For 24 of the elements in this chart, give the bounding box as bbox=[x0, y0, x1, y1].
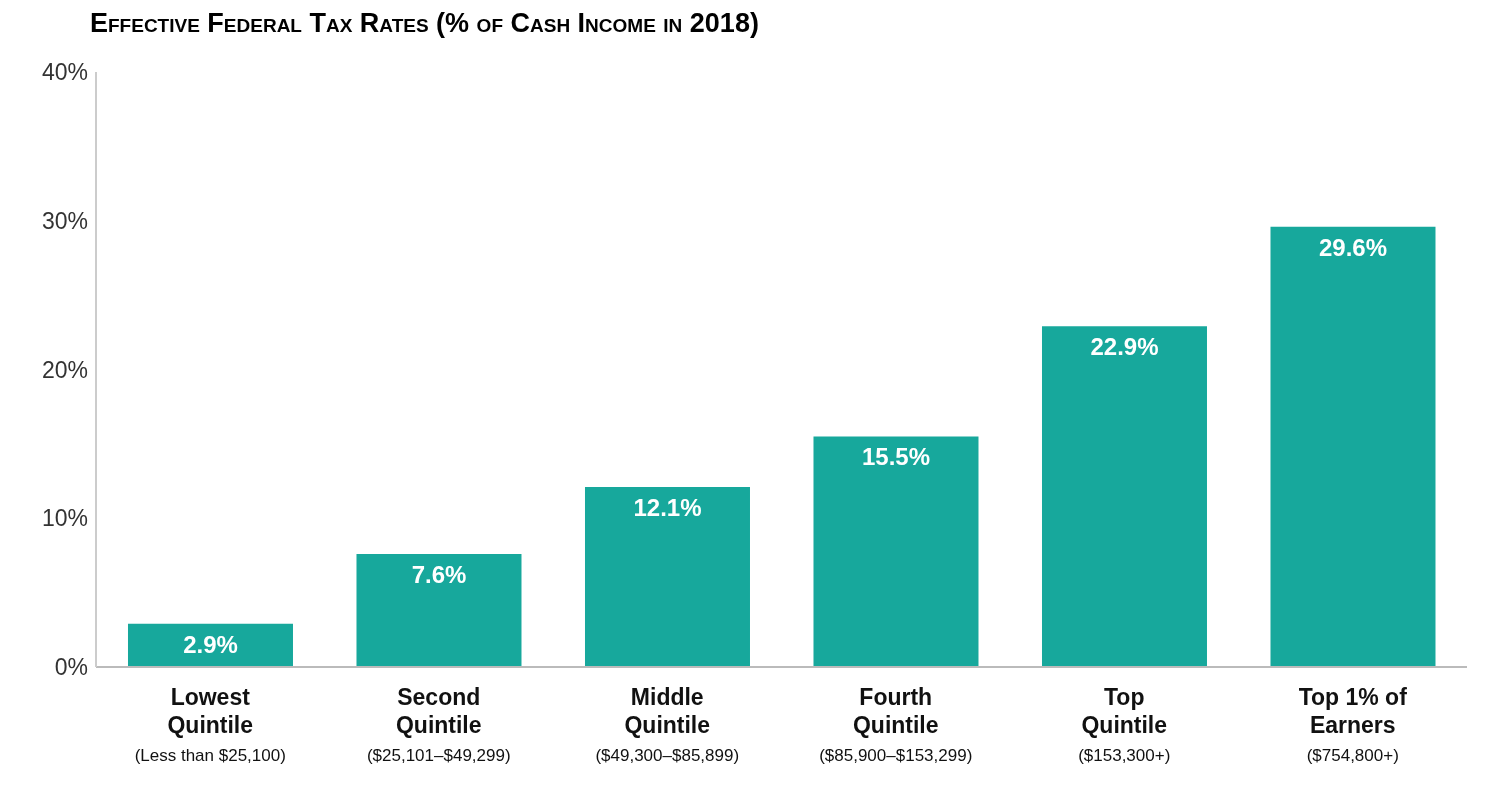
bar bbox=[127, 623, 293, 667]
bar bbox=[356, 553, 522, 667]
bar bbox=[1270, 226, 1436, 667]
bar bbox=[813, 436, 979, 667]
data-label: 2.9% bbox=[183, 630, 238, 658]
bar bbox=[1041, 326, 1207, 667]
x-tick-label: Middle Quintile ($49,300–$85,899) bbox=[595, 684, 740, 765]
y-tick-label: 0% bbox=[54, 654, 88, 681]
data-label: 22.9% bbox=[1090, 333, 1159, 361]
bar bbox=[584, 487, 750, 667]
chart-title: Effective Federal Tax Rates (% of Cash Income in 2018) bbox=[90, 8, 760, 40]
y-tick-label: 40% bbox=[41, 59, 88, 86]
y-tick-label: 10% bbox=[41, 505, 88, 532]
x-tick-label: Lowest Quintile (Less than $25,100) bbox=[134, 684, 286, 765]
y-tick-label: 20% bbox=[41, 356, 88, 383]
x-tick-label: Second Quintile ($25,101–$49,299) bbox=[366, 684, 511, 765]
data-label: 7.6% bbox=[411, 560, 467, 588]
x-tick-label: Top Quintile ($153,300+) bbox=[1078, 684, 1171, 765]
data-label: 15.5% bbox=[861, 443, 931, 471]
data-label: 12.1% bbox=[633, 494, 702, 522]
x-tick-label: Top 1% of Earners ($754,800+) bbox=[1298, 684, 1408, 765]
y-tick-label: 30% bbox=[41, 207, 88, 234]
x-tick-label: Fourth Quintile ($85,900–$153,299) bbox=[819, 684, 973, 765]
data-label: 29.6% bbox=[1318, 233, 1388, 261]
